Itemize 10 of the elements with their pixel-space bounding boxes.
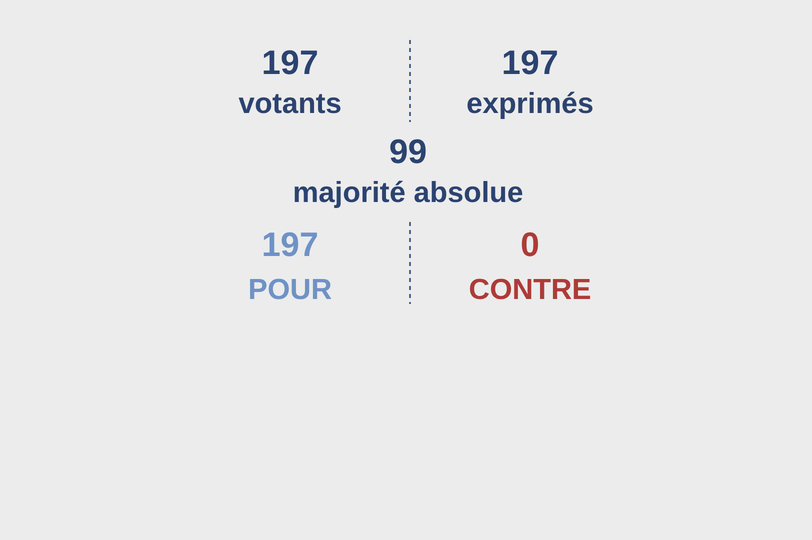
data-label: 197	[502, 44, 558, 82]
category-label: CONTRE	[468, 274, 592, 306]
category-label: exprimés	[466, 88, 594, 120]
category-label: POUR	[248, 274, 332, 306]
data-label: 0	[520, 226, 540, 264]
data-label: 99	[389, 133, 427, 171]
data-label: 197	[262, 44, 318, 82]
category-label: majorité absolue	[292, 177, 524, 209]
data-label: 197	[262, 226, 318, 264]
category-label: votants	[238, 88, 342, 120]
